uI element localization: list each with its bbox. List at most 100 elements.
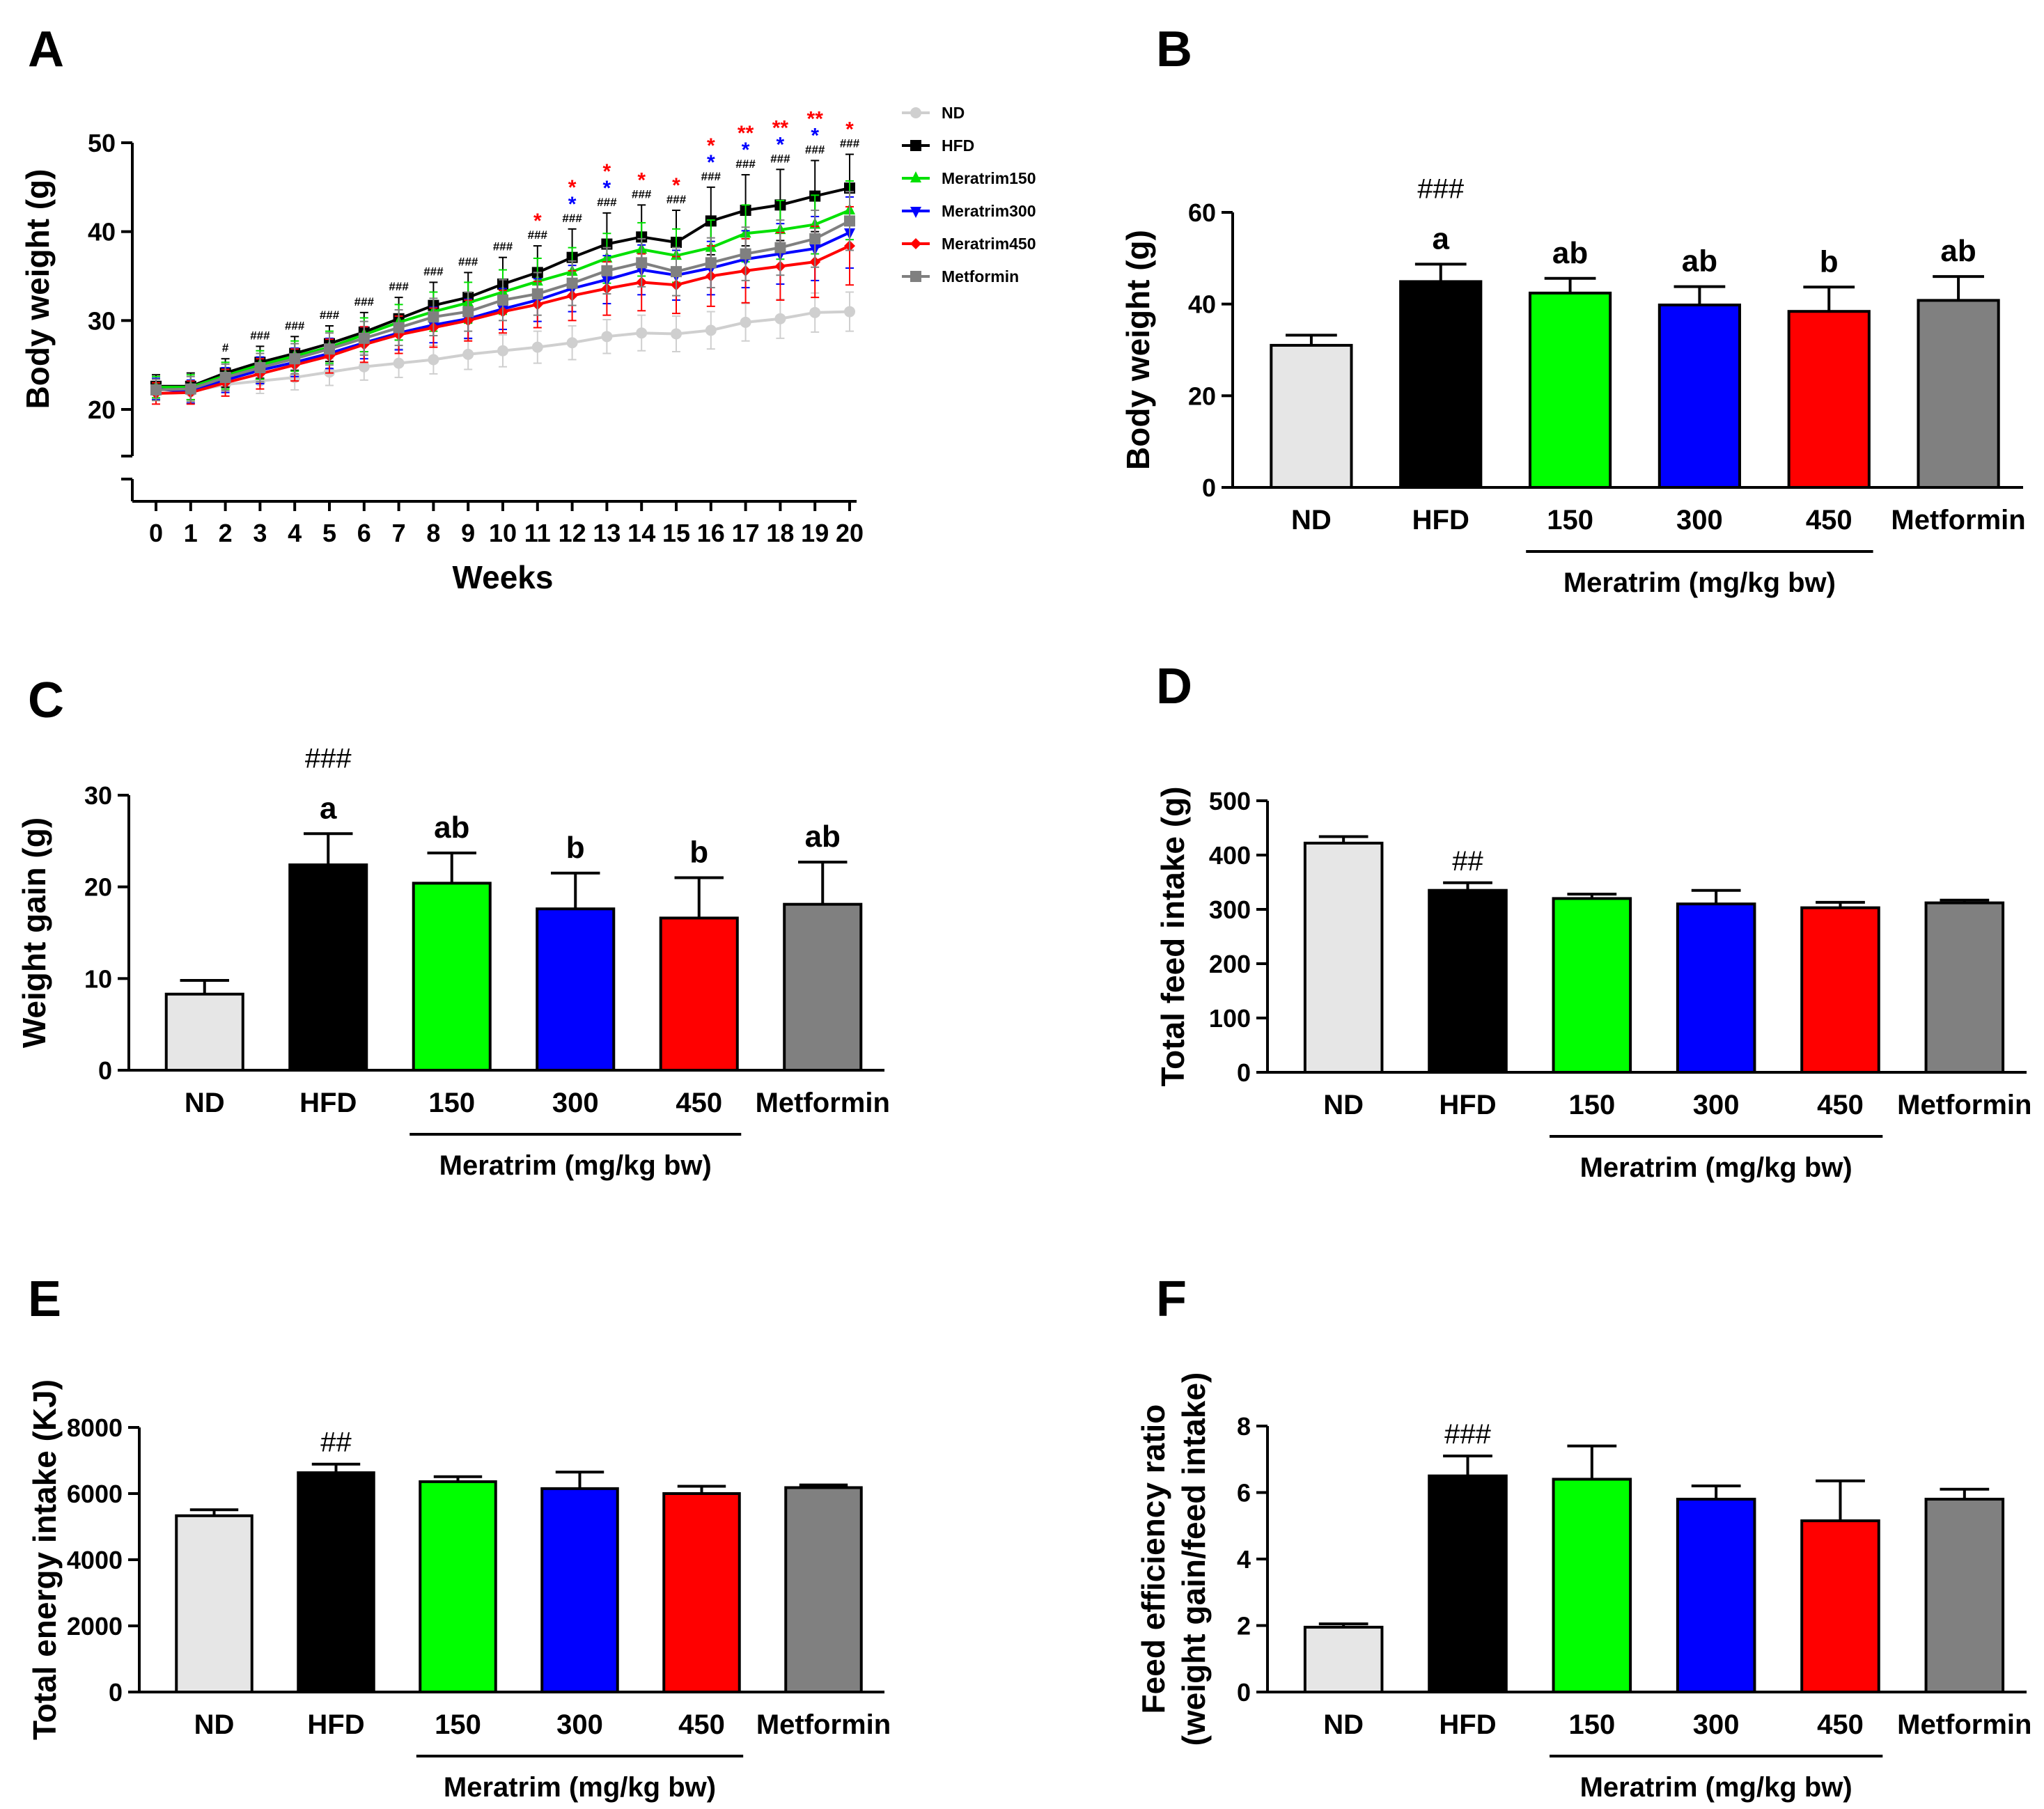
x-tick-label: Metformin <box>1891 505 2025 535</box>
y-tick-label: 4 <box>1237 1545 1251 1574</box>
y-tick-label: 6000 <box>67 1480 123 1508</box>
x-tick-label: 19 <box>801 519 829 547</box>
bar-300 <box>536 907 616 1072</box>
bar-hfd <box>288 863 368 1072</box>
x-tick-label: HFD <box>307 1709 364 1740</box>
bar-150 <box>1528 291 1612 489</box>
significance-letter: ab <box>1552 236 1588 270</box>
y-tick-label: 0 <box>1237 1058 1251 1087</box>
bar-nd <box>175 1514 253 1693</box>
significance-letter: ab <box>805 820 841 854</box>
y-tick-label: 2000 <box>67 1612 123 1640</box>
annotation-red-star: * <box>672 174 680 197</box>
legend-swatch-marker <box>910 171 921 182</box>
x-tick-label: 9 <box>461 519 475 547</box>
data-point <box>428 354 439 366</box>
data-point <box>809 233 821 244</box>
annotation-hash: ### <box>701 170 721 183</box>
bar-metformin <box>1917 299 2000 489</box>
y-tick-label: 60 <box>1188 198 1216 227</box>
x-tick-label: 11 <box>524 519 551 547</box>
legend: ND HFD Meratrim150 Meratrim300 Meratrim450 Me… <box>902 104 1036 285</box>
legend-entry: ND <box>942 104 965 122</box>
significance-letter: ab <box>1682 244 1717 279</box>
data-point <box>497 294 508 306</box>
bar-150 <box>1552 1478 1632 1693</box>
annotation-blue-star: * <box>707 151 715 174</box>
annotation-hash: ### <box>389 280 409 293</box>
y-tick-label: 2 <box>1237 1612 1251 1640</box>
data-point <box>705 257 717 269</box>
data-point <box>462 348 474 360</box>
x-tick-label: HFD <box>1439 1090 1496 1120</box>
series-metformin <box>150 191 855 402</box>
y-tick-label: 4000 <box>67 1546 123 1574</box>
x-tick-label: 20 <box>836 519 864 547</box>
panel-c: C 0 10 20 30 Weight gain (g) ND HFD a ### 150 ab 300… <box>16 673 890 1181</box>
significance-letter: b <box>566 831 585 865</box>
x-tick-label: 300 <box>1693 1090 1740 1120</box>
x-tick-label: 150 <box>428 1088 475 1118</box>
data-point <box>497 345 508 357</box>
data-point <box>740 248 751 260</box>
data-point <box>774 313 786 324</box>
legend-entry: Meratrim450 <box>942 235 1036 253</box>
bar-nd <box>1270 343 1353 489</box>
bar-metformin <box>1924 901 2005 1074</box>
x-tick-label: 450 <box>678 1709 725 1740</box>
y-tick-label: 30 <box>88 306 116 335</box>
y-tick-label: 20 <box>88 396 116 424</box>
x-tick-label: 2 <box>219 519 233 547</box>
x-tick-label: ND <box>1291 505 1332 535</box>
x-tick-label: 150 <box>435 1709 481 1740</box>
annotation-hash: ### <box>735 157 756 171</box>
annotation-hash: ### <box>354 295 375 308</box>
x-tick-label: 150 <box>1568 1090 1615 1120</box>
x-tick-label: HFD <box>1439 1709 1496 1740</box>
x-tick-label: ND <box>1323 1090 1364 1120</box>
y-tick-label: 0 <box>1237 1678 1251 1707</box>
bar-300 <box>1676 1498 1756 1694</box>
annotation-red-star: * <box>707 134 715 157</box>
x-tick-label: Metformin <box>756 1088 890 1118</box>
x-tick-label: 5 <box>322 519 336 547</box>
data-point <box>254 361 266 373</box>
annotation-red-star: ** <box>772 116 789 139</box>
x-tick-label: HFD <box>1412 505 1469 535</box>
data-point <box>601 331 613 343</box>
bar-nd <box>164 992 244 1072</box>
annotation-red-star: * <box>568 176 577 199</box>
y-tick-label: 8000 <box>67 1413 123 1442</box>
x-tick-label: 3 <box>253 519 267 547</box>
bar-450 <box>1787 310 1871 490</box>
annotation-hash: ### <box>285 319 305 332</box>
y-axis-label: Total energy intake (KJ) <box>26 1379 63 1740</box>
y-axis-label: Total feed intake (g) <box>1155 786 1191 1086</box>
legend-entry: Metformin <box>942 267 1019 285</box>
data-point <box>566 277 578 289</box>
y-tick-label: 10 <box>84 964 112 993</box>
annotation-hash: # <box>222 341 229 354</box>
x-tick-label: 13 <box>593 519 621 547</box>
x-tick-label: 16 <box>697 519 725 547</box>
data-point <box>428 311 439 323</box>
panel-f: F 0 2 4 6 8 Feed efficiency ratio (weight gain/… <box>1135 1271 2031 1803</box>
legend-swatch-marker <box>910 271 921 282</box>
annotation-hash: ### <box>562 212 582 225</box>
panel-label: C <box>28 673 64 728</box>
bar-300 <box>1676 902 1756 1074</box>
data-point <box>531 341 543 353</box>
annotation-blue-star: * <box>568 193 577 216</box>
data-point <box>324 343 335 355</box>
panel-label: A <box>28 22 64 77</box>
x-tick-label: ND <box>194 1709 235 1740</box>
bar-metformin <box>784 1486 863 1693</box>
x-tick-label: 15 <box>662 519 690 547</box>
legend-entry: Meratrim150 <box>942 169 1036 187</box>
x-tick-label: 17 <box>732 519 760 547</box>
data-point <box>531 288 543 300</box>
data-point <box>809 306 821 318</box>
bar-300 <box>1657 303 1742 489</box>
x-tick-label: 150 <box>1547 505 1593 535</box>
y-axis-label: Body weight (g) <box>1120 230 1156 470</box>
